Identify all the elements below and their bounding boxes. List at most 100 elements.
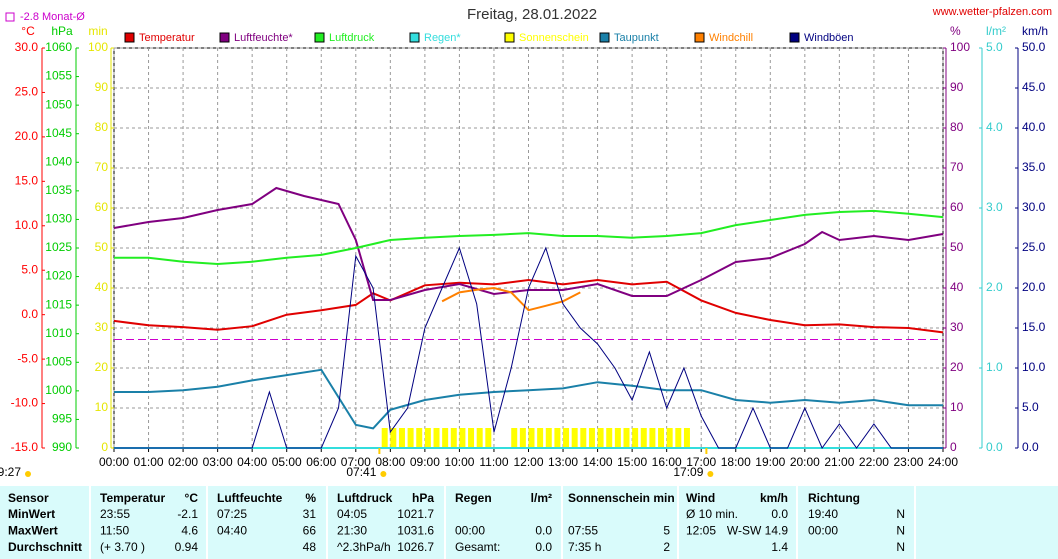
- sun-time: 07:41: [346, 465, 376, 479]
- x-tick-label: 20:00: [790, 455, 820, 469]
- y-tick-label: 50: [95, 240, 109, 254]
- y-tick-label: 40.0: [1022, 120, 1046, 134]
- summary-table: Sensor Temperatur °C Luftfeuchte% Luftdruck h…: [0, 486, 1058, 559]
- x-tick-label: 02:00: [168, 455, 198, 469]
- table-cell: 04:40: [217, 524, 247, 538]
- y-tick-label: 1010: [45, 326, 72, 340]
- y-tick-label: 50.0: [1022, 40, 1046, 54]
- table-header: Wind: [686, 491, 715, 505]
- legend-swatch: [314, 32, 325, 43]
- table-cell: 00:00: [808, 524, 838, 538]
- y-tick-label: -10.0: [11, 396, 39, 410]
- y-tick-label: 40: [95, 280, 109, 294]
- x-tick-label: 23:00: [893, 455, 923, 469]
- y-tick-label: -15.0: [11, 440, 39, 454]
- x-tick-label: 18:00: [721, 455, 751, 469]
- legend-label: Luftdruck: [329, 32, 375, 44]
- table-cell: 4.6: [181, 524, 198, 538]
- table-cell: 23:55: [100, 507, 130, 521]
- x-tick-label: 11:00: [479, 455, 508, 469]
- x-tick-label: 24:00: [928, 455, 958, 469]
- table-cell: Durchschnitt: [8, 540, 82, 554]
- legend-swatch: [789, 32, 800, 43]
- table-cell: (+ 3.70 ): [100, 540, 145, 554]
- sunshine-bar: [424, 428, 431, 448]
- y-tick-label: 20: [95, 360, 109, 374]
- legend-swatch: [694, 32, 705, 43]
- legend-swatch: [219, 32, 230, 43]
- y-tick-label: 0: [950, 440, 957, 454]
- table-cell: 48: [303, 540, 317, 554]
- table-cell: 0.94: [175, 540, 199, 554]
- table-cell: 2: [663, 540, 670, 554]
- table-cell: 31: [303, 507, 317, 521]
- x-tick-label: 03:00: [203, 455, 233, 469]
- axis-unit: °C: [21, 24, 35, 38]
- x-tick-label: 06:00: [306, 455, 336, 469]
- legend-label: Luftfeuchte*: [234, 32, 293, 44]
- table-cell: Gesamt:: [455, 540, 500, 554]
- table-cell: 1031.6: [397, 524, 434, 538]
- y-tick-label: 1060: [45, 40, 72, 54]
- y-tick-label: 20.0: [1022, 280, 1046, 294]
- table-cell: W-SW 14.9: [727, 524, 788, 538]
- y-tick-label: 30: [95, 320, 109, 334]
- y-tick-label: 0.0: [1022, 440, 1039, 454]
- sunshine-bar: [398, 428, 405, 448]
- sunshine-bar: [407, 428, 414, 448]
- sunshine-bar: [580, 428, 587, 448]
- y-tick-label: 10.0: [15, 218, 39, 232]
- sunshine-bar: [666, 428, 673, 448]
- x-tick-label: 16:00: [652, 455, 682, 469]
- table-cell: 1026.7: [397, 540, 434, 554]
- sunshine-bar: [640, 428, 647, 448]
- legend-swatch: [599, 32, 610, 43]
- legend-label: Taupunkt: [614, 32, 659, 44]
- table-cell: MinWert: [8, 507, 55, 521]
- sun-time: 17:09: [673, 465, 703, 479]
- source: www.wetter-pfalzen.com: [932, 6, 1052, 18]
- y-tick-label: 40: [950, 280, 964, 294]
- table-header: Richtung: [808, 491, 860, 505]
- y-tick-label: 20.0: [15, 129, 39, 143]
- y-tick-label: -5.0: [17, 351, 38, 365]
- table-cell: N: [896, 524, 905, 538]
- x-tick-label: 22:00: [859, 455, 889, 469]
- table-header: Sonnenschein min: [568, 491, 675, 505]
- sunshine-bar: [606, 428, 613, 448]
- table-cell: N: [896, 540, 905, 554]
- y-tick-label: 5.0: [1022, 400, 1039, 414]
- y-tick-label: 10: [950, 400, 964, 414]
- x-tick-label: 08:00: [375, 455, 405, 469]
- series-line: [114, 246, 943, 450]
- x-tick-label: 00:00: [99, 455, 129, 469]
- table-cell: 21:30: [337, 524, 367, 538]
- sunshine-bar: [511, 428, 518, 448]
- sunshine-bar: [554, 428, 561, 448]
- y-tick-label: 50: [950, 240, 964, 254]
- table-cell: 04:05: [337, 507, 367, 521]
- x-tick-label: 14:00: [583, 455, 613, 469]
- x-tick-label: 07:00: [341, 455, 371, 469]
- y-tick-label: 1035: [45, 183, 72, 197]
- sunshine-bar: [537, 428, 544, 448]
- table-cell: 07:55: [568, 524, 598, 538]
- table-cell: MaxWert: [8, 524, 58, 538]
- y-tick-label: 5.0: [986, 40, 1003, 54]
- table-header: Luftfeuchte: [217, 491, 283, 505]
- sunshine-bar: [459, 428, 466, 448]
- table-header: %: [305, 491, 316, 505]
- y-tick-label: 3.0: [986, 200, 1003, 214]
- sunshine-bar: [468, 428, 475, 448]
- sunshine-bar: [571, 428, 578, 448]
- sunshine-bar: [649, 428, 656, 448]
- y-tick-label: 0: [101, 440, 108, 454]
- y-tick-label: 1050: [45, 97, 72, 111]
- y-tick-label: 70: [95, 160, 109, 174]
- y-tick-label: 1040: [45, 154, 72, 168]
- y-tick-label: 1025: [45, 240, 72, 254]
- legend-swatch: [124, 32, 135, 43]
- y-tick-label: 1.0: [986, 360, 1003, 374]
- table-cell: 0.0: [535, 540, 552, 554]
